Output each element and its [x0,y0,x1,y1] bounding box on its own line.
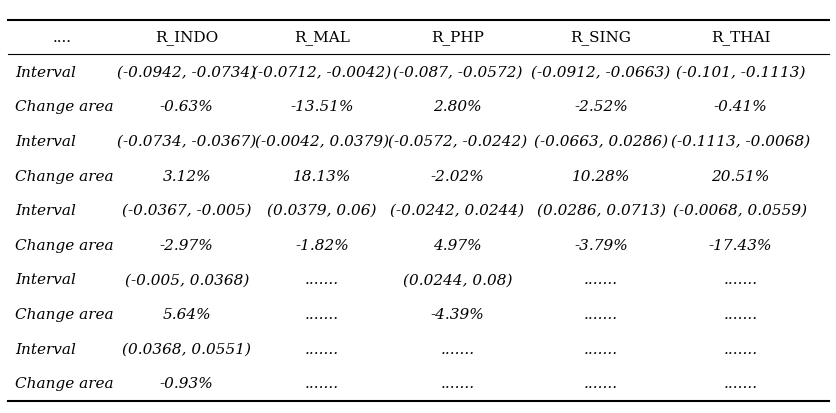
Text: (0.0368, 0.0551): (0.0368, 0.0551) [122,342,251,356]
Text: -3.79%: -3.79% [573,238,627,252]
Text: -0.41%: -0.41% [713,100,767,114]
Text: .......: ....... [722,376,757,390]
Text: 20.51%: 20.51% [711,169,769,183]
Text: 4.97%: 4.97% [433,238,482,252]
Text: .......: ....... [304,376,339,390]
Text: (0.0244, 0.08): (0.0244, 0.08) [402,273,512,287]
Text: Interval: Interval [15,273,76,287]
Text: Interval: Interval [15,66,76,79]
Text: (-0.0734, -0.0367): (-0.0734, -0.0367) [117,135,256,149]
Text: R_THAI: R_THAI [710,31,769,45]
Text: -2.97%: -2.97% [160,238,213,252]
Text: .......: ....... [584,376,617,390]
Text: -0.63%: -0.63% [160,100,213,114]
Text: (-0.0942, -0.0734): (-0.0942, -0.0734) [117,66,256,79]
Text: (-0.0242, 0.0244): (-0.0242, 0.0244) [390,204,524,218]
Text: .......: ....... [722,273,757,287]
Text: (-0.0367, -0.005): (-0.0367, -0.005) [122,204,252,218]
Text: ....: .... [52,31,71,45]
Text: -0.93%: -0.93% [160,376,213,390]
Text: -1.82%: -1.82% [295,238,349,252]
Text: (-0.0912, -0.0663): (-0.0912, -0.0663) [531,66,670,79]
Text: Change area: Change area [15,238,114,252]
Text: 3.12%: 3.12% [162,169,211,183]
Text: -2.02%: -2.02% [430,169,484,183]
Text: .......: ....... [440,376,474,390]
Text: (-0.1113, -0.0068): (-0.1113, -0.0068) [670,135,809,149]
Text: (-0.0042, 0.0379): (-0.0042, 0.0379) [255,135,389,149]
Text: Change area: Change area [15,307,114,321]
Text: 2.80%: 2.80% [433,100,482,114]
Text: (-0.0068, 0.0559): (-0.0068, 0.0559) [673,204,807,218]
Text: .......: ....... [722,307,757,321]
Text: (-0.087, -0.0572): (-0.087, -0.0572) [392,66,522,79]
Text: Interval: Interval [15,204,76,218]
Text: R_PHP: R_PHP [431,31,483,45]
Text: Change area: Change area [15,376,114,390]
Text: (-0.005, 0.0368): (-0.005, 0.0368) [125,273,248,287]
Text: .......: ....... [584,307,617,321]
Text: 5.64%: 5.64% [162,307,211,321]
Text: Interval: Interval [15,135,76,149]
Text: (0.0379, 0.06): (0.0379, 0.06) [267,204,376,218]
Text: .......: ....... [584,273,617,287]
Text: R_MAL: R_MAL [293,31,349,45]
Text: R_SING: R_SING [570,31,630,45]
Text: (-0.0712, -0.0042): (-0.0712, -0.0042) [252,66,391,79]
Text: R_INDO: R_INDO [155,31,218,45]
Text: 18.13%: 18.13% [293,169,351,183]
Text: Change area: Change area [15,100,114,114]
Text: .......: ....... [722,342,757,356]
Text: .......: ....... [304,273,339,287]
Text: (-0.0572, -0.0242): (-0.0572, -0.0242) [387,135,527,149]
Text: (0.0286, 0.0713): (0.0286, 0.0713) [536,204,665,218]
Text: (-0.101, -0.1113): (-0.101, -0.1113) [675,66,804,79]
Text: -17.43%: -17.43% [708,238,772,252]
Text: .......: ....... [440,342,474,356]
Text: .......: ....... [584,342,617,356]
Text: -4.39%: -4.39% [430,307,484,321]
Text: Change area: Change area [15,169,114,183]
Text: Interval: Interval [15,342,76,356]
Text: .......: ....... [304,342,339,356]
Text: -2.52%: -2.52% [573,100,627,114]
Text: 10.28%: 10.28% [571,169,630,183]
Text: .......: ....... [304,307,339,321]
Text: -13.51%: -13.51% [290,100,354,114]
Text: (-0.0663, 0.0286): (-0.0663, 0.0286) [533,135,667,149]
